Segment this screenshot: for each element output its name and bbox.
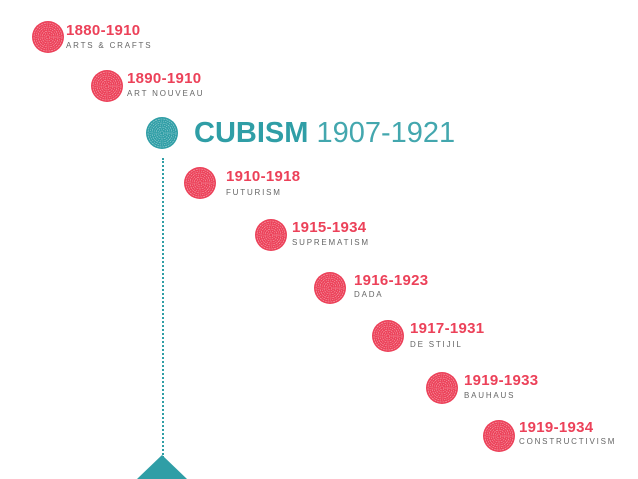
movement-name: DE STIJIL (410, 340, 463, 349)
movement-years: 1890-1910 (127, 70, 202, 87)
movement-years: 1880-1910 (66, 22, 141, 39)
feature-title: CUBISM 1907-1921 (194, 117, 455, 149)
movement-name: BAUHAUS (464, 391, 516, 400)
movement-years: 1919-1933 (464, 372, 539, 389)
movement-name: CONSTRUCTIVISM (519, 437, 617, 446)
feature-years: 1907-1921 (316, 117, 456, 149)
timeline-circle-icon (483, 420, 515, 452)
movement-name: FUTURISM (226, 188, 282, 197)
movement-years: 1919-1934 (519, 419, 594, 436)
timeline-dotted-line (162, 158, 164, 458)
movement-years: 1917-1931 (410, 320, 485, 337)
timeline-circle-icon (255, 219, 287, 251)
timeline-circle-icon (426, 372, 458, 404)
timeline-circle-icon (32, 21, 64, 53)
timeline-circle-icon (314, 272, 346, 304)
timeline-circle-icon (372, 320, 404, 352)
timeline-circle-icon (184, 167, 216, 199)
timeline-circle-icon (91, 70, 123, 102)
feature-name: CUBISM (194, 117, 309, 149)
movement-name: SUPREMATISM (292, 238, 370, 247)
timeline-circle-icon (146, 117, 178, 149)
movement-name: ARTS & CRAFTS (66, 41, 153, 50)
movement-years: 1916-1923 (354, 272, 429, 289)
movement-years: 1910-1918 (226, 168, 301, 185)
movement-name: ART NOUVEAU (127, 89, 205, 98)
timeline-arrow-triangle (137, 455, 187, 479)
movement-years: 1915-1934 (292, 219, 367, 236)
movement-name: DADA (354, 290, 384, 299)
